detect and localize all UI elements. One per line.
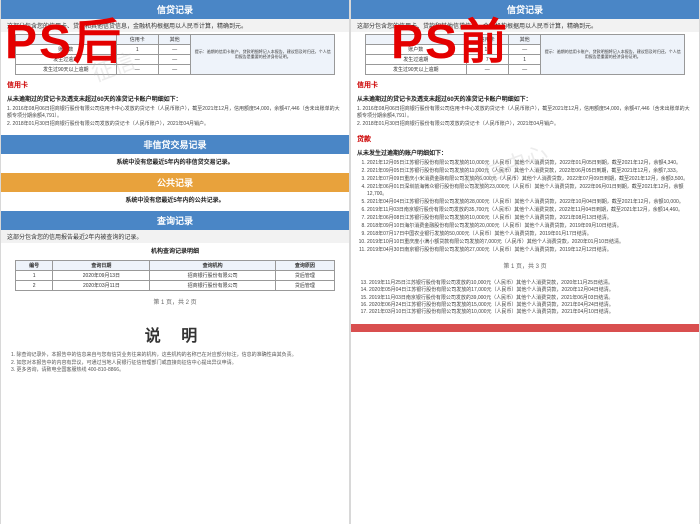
bottom-red-banner [351,324,699,332]
ps-after-label: PS后 [5,2,123,72]
page-num-right: 第 1 页，共 3 页 [351,257,699,278]
page-num-left: 第 1 页，共 2 页 [1,293,349,314]
cc-title-left: 信用卡 [1,77,349,91]
public-banner: 公共记录 [1,173,349,192]
table-row: 12020年09月13日招商银行股份有限公司贷后管理 [15,271,334,281]
list-item: 2021年04月04日江苏银行股份有限公司发放的28,000元（人民币）其他个人… [367,199,693,206]
list-item: 2020年05月04日江苏银行股份有限公司发放的17,000元（人民币）其他个人… [369,287,693,294]
table-row: 22020年03月11日招商银行股份有限公司贷后管理 [15,281,334,291]
cc-item: 2. 2018年01月30日招商银行股份有限公司发放的贷记卡（人民币账户），20… [357,121,693,128]
explain-lines: 1. 除查询记录外，本报告中的信息来自与您有信贷业务往来的机构，这些机构的名称已… [1,350,349,377]
cc-linehead-left: 从未逾期过的贷记卡及透支未超过60天的准贷记卡账户明细如下： [1,91,349,106]
query-head: 机构查询记录明细 [1,243,349,258]
list-item: 2021年09月05日江苏银行股份有限公司发放的11,000元（人民币）其他个人… [367,168,693,175]
list-item: 2021年07月09日重庆小米消费金融有限公司发放的6,000元（人民币）其他个… [367,176,693,183]
cc-item: 2. 2018年01月30日招商银行股份有限公司发放的贷记卡（人民币账户），20… [7,121,343,128]
explain-line: 1. 除查询记录外，本报告中的信息来自与您有信贷业务往来的机构，这些机构的名称已… [11,352,339,360]
cc-title-right: 信用卡 [351,77,699,91]
list-item: 2021年06月08日江苏银行股份有限公司发放的10,000元（人民币）其他个人… [367,215,693,222]
query-table: 编号查询日期查询机构查询原因 12020年09月13日招商银行股份有限公司贷后管… [15,260,335,291]
explain-line: 3. 更多咨询，请致电全国客服热线 400-810-8866。 [11,367,339,375]
list-item: 2019年11月03日南京银行股份有限公司发放的35,700元（人民币）其他个人… [367,207,693,214]
loan-linehead: 从未发生过逾期的账户明细如下： [351,145,699,160]
list-item: 2021年03月10日江苏银行股份有限公司发放的10,000元（人民币）其他个人… [369,309,693,316]
right-panel: PS前 征信中心 信贷记录 这部分包含您的信用卡、贷款和其他信贷信息，金融机构根… [351,0,699,524]
ps-before-label: PS前 [391,2,509,72]
list-item: 2019年04月30日南京银行股份有限公司发放的27,000元（人民币）其他个人… [367,247,693,254]
loan-list: 2021年12月05日江苏银行股份有限公司发放的10,000元（人民币）其他个人… [351,160,699,257]
cc-items-before: 1. 2016年08月06日招商银行股份有限公司信用卡中心发放的贷记卡（人民币账… [351,106,699,131]
list-item: 2020年06月24日江苏银行股份有限公司发放的15,000元（人民币）其他个人… [369,302,693,309]
query-subnote: 这部分包含您的信用报告最近2年内被查询的记录。 [1,230,349,243]
cc-item: 1. 2016年08月06日招商银行股份有限公司信用卡中心发放的贷记卡（人民币账… [7,106,343,120]
cc-item: 1. 2016年08月06日招商银行股份有限公司信用卡中心发放的贷记卡（人民币账… [357,106,693,120]
list-item: 2019年11月03日南京银行股份有限公司发放的39,000元（人民币）其他个人… [369,295,693,302]
list-item: 2018年07月17日中国农业银行发放的50,000元（人民币）其他个人消费贷款… [367,231,693,238]
explain-line: 2. 如您对本报告中的内容有异议，可通过当地人民银行征信管理部门或直接向征信中心… [11,360,339,368]
public-note: 系统中没有您最近5年内的公共记录。 [1,192,349,207]
list-item: 2019年10月10日重庆度小满小额贷款有限公司发放的7,000元（人民币）其他… [367,239,693,246]
cc-items-after: 1. 2016年08月06日招商银行股份有限公司信用卡中心发放的贷记卡（人民币账… [1,106,349,131]
list-item: 2021年06月01日深圳前海微众银行股份有限公司发放的23,000元（人民币）… [367,184,693,198]
loan-list-cont: 2019年11月25日江苏银行股份有限公司发放的10,000元（人民币）其他个人… [351,278,699,318]
loan-title: 贷款 [351,131,699,145]
left-panel: PS后 征信 信贷记录 这部分包含您的信用卡、贷款和其他信贷信息，金融机构根据用… [1,0,349,524]
list-item: 2018年09月10日海尔消费金融股份有限公司发放的20,000元（人民币）其他… [367,223,693,230]
cc-linehead-right: 从未逾期过的贷记卡及透支未超过60天的准贷记卡账户明细如下： [351,91,699,106]
query-banner: 查询记录 [1,211,349,230]
explain-title: 说 明 [1,314,349,350]
list-item: 2021年12月05日江苏银行股份有限公司发放的10,000元（人民币）其他个人… [367,160,693,167]
noncredit-note: 系统中没有您最近5年内的非信贷交易记录。 [1,154,349,169]
noncredit-banner: 非信贷交易记录 [1,135,349,154]
